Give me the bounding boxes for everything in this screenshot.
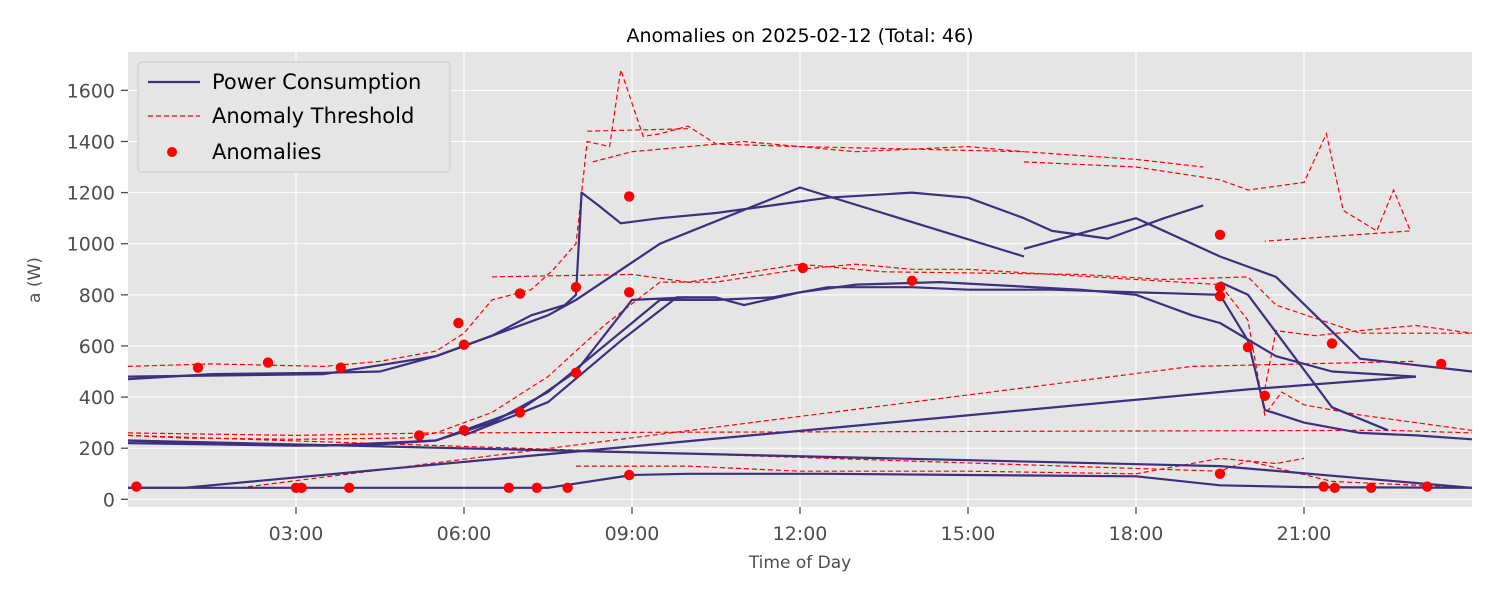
anomaly-point [414, 430, 425, 441]
anomaly-point [1318, 481, 1329, 492]
legend-threshold-label: Anomaly Threshold [212, 104, 414, 128]
anomaly-point [458, 339, 470, 350]
anomaly-point [1366, 482, 1377, 493]
anomaly-point [1214, 290, 1226, 302]
x-tick-label: 18:00 [1109, 523, 1164, 545]
y-axis: 0 200 400 600 800 1000 1200 1400 1600 [67, 80, 128, 511]
legend-box [137, 61, 451, 173]
y-tick-label: 0 [103, 489, 115, 511]
anomaly-point [514, 407, 526, 418]
x-tick-label: 09:00 [605, 523, 660, 545]
power-line [1219, 281, 1389, 432]
anomaly-point [192, 362, 204, 373]
anomaly-point [1214, 229, 1226, 240]
power-line [127, 191, 1204, 381]
anomaly-point [562, 482, 573, 493]
power-line [128, 375, 1417, 489]
threshold-line [1023, 131, 1412, 242]
y-tick-label: 400 [79, 387, 115, 409]
anomaly-point [1242, 342, 1254, 353]
threshold-line [587, 128, 689, 132]
anomaly-point [624, 191, 635, 202]
anomaly-point [570, 367, 582, 378]
power-line [128, 472, 1473, 489]
anomaly-point [570, 282, 582, 293]
y-axis-label: a (W) [25, 257, 45, 303]
anomaly-point [624, 469, 635, 481]
anomaly-point [262, 357, 274, 368]
legend-anomaly-swatch [167, 147, 177, 157]
power-line [463, 281, 1417, 437]
x-tick-label: 03:00 [269, 523, 324, 545]
x-tick-label: 06:00 [437, 523, 492, 545]
anomaly-point [296, 482, 307, 493]
anomaly-point [624, 287, 635, 298]
anomaly-point [131, 481, 142, 492]
anomaly-point [1329, 482, 1341, 493]
anomaly-point [514, 288, 526, 299]
anomaly-point [1259, 390, 1271, 401]
threshold-line [127, 69, 1204, 368]
y-tick-label: 1600 [67, 80, 115, 102]
anomaly-point [531, 482, 542, 493]
anomaly-points [131, 191, 1447, 493]
x-tick-label: 15:00 [941, 523, 996, 545]
chart-title: Anomalies on 2025-02-12 (Total: 46) [627, 25, 974, 47]
x-axis: 03:00 06:00 09:00 12:00 15:00 18:00 21:00 [269, 507, 1332, 545]
y-tick-label: 1200 [67, 183, 115, 205]
anomaly-point [344, 482, 355, 493]
anomaly-point [906, 275, 918, 286]
anomaly-point [335, 362, 346, 373]
power-line [127, 439, 1473, 489]
anomaly-point [458, 425, 470, 436]
anomaly-point [1422, 481, 1433, 492]
threshold-line [576, 457, 1305, 475]
threshold-line [592, 140, 1025, 163]
anomaly-point [1436, 358, 1447, 370]
anomaly-point [797, 262, 808, 274]
y-tick-label: 800 [79, 285, 115, 307]
threshold-line [491, 263, 1472, 334]
power-line [1023, 217, 1473, 373]
y-tick-label: 200 [79, 438, 115, 460]
legend-anomaly-label: Anomalies [212, 140, 321, 164]
x-tick-label: 12:00 [773, 523, 828, 545]
x-tick-label: 21:00 [1277, 523, 1332, 545]
anomaly-point [453, 317, 464, 329]
legend: Power Consumption Anomaly Threshold Anom… [137, 61, 451, 173]
x-axis-label: Time of Day [748, 553, 851, 573]
anomaly-point [1214, 468, 1226, 479]
legend-power-label: Power Consumption [212, 70, 421, 94]
y-tick-label: 600 [79, 336, 115, 358]
y-tick-label: 1400 [67, 131, 115, 153]
threshold-line [127, 263, 1473, 437]
y-tick-label: 1000 [67, 234, 115, 256]
anomaly-point [1326, 338, 1338, 349]
anomaly-point [1214, 282, 1226, 293]
threshold-line [1264, 324, 1473, 390]
anomaly-point [503, 482, 514, 493]
